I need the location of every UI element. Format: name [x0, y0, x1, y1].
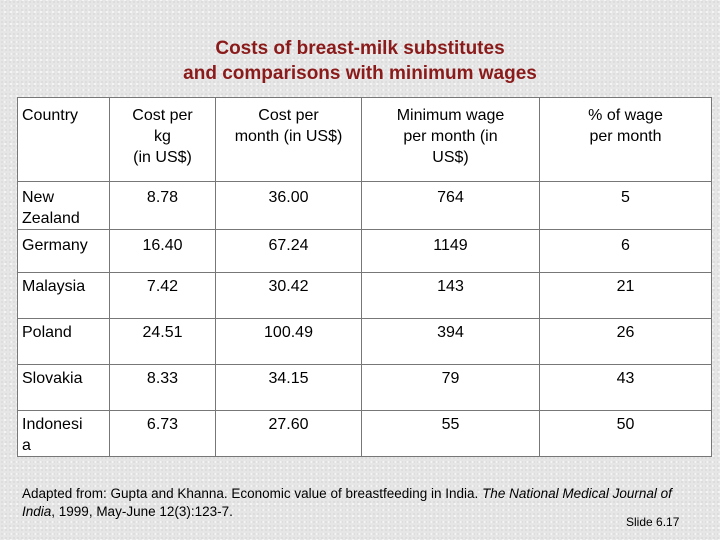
- cost-per-kg-cell: 6.73: [109, 410, 216, 457]
- percent-of-wage-cell: 50: [539, 410, 712, 457]
- cost-per-month-cell: 36.00: [215, 181, 362, 230]
- minimum-wage-cell: 79: [361, 364, 540, 411]
- table-row: Poland 24.51 100.49 394 26: [17, 318, 712, 365]
- percent-of-wage-cell: 6: [539, 229, 712, 273]
- country-cell: Slovakia: [17, 364, 110, 411]
- cost-per-kg-cell: 8.78: [109, 181, 216, 230]
- slide-title-line-2: and comparisons with minimum wages: [183, 63, 537, 84]
- costs-table: Country Cost per kg (in US$) Cost per mo…: [17, 97, 712, 457]
- slide-title-line-1: Costs of breast-milk substitutes: [215, 38, 505, 59]
- cost-per-kg-cell: 24.51: [109, 318, 216, 365]
- cost-per-kg-cell: 16.40: [109, 229, 216, 273]
- slide-title: Costs of breast-milk substitutes and com…: [0, 36, 720, 86]
- cost-per-month-cell: 27.60: [215, 410, 362, 457]
- table-header-row: Country Cost per kg (in US$) Cost per mo…: [17, 97, 712, 182]
- percent-of-wage-cell: 26: [539, 318, 712, 365]
- country-cell: New Zealand: [17, 181, 110, 230]
- percent-of-wage-cell: 21: [539, 272, 712, 319]
- country-cell: Poland: [17, 318, 110, 365]
- cost-per-kg-cell: 7.42: [109, 272, 216, 319]
- table-row: New Zealand 8.78 36.00 764 5: [17, 181, 712, 230]
- country-cell: Malaysia: [17, 272, 110, 319]
- country-cell: Germany: [17, 229, 110, 273]
- minimum-wage-cell: 143: [361, 272, 540, 319]
- cost-per-kg-cell: 8.33: [109, 364, 216, 411]
- citation-prefix: Adapted from: Gupta and Khanna. Economic…: [22, 486, 483, 501]
- country-cell: Indonesi a: [17, 410, 110, 457]
- slide-number: Slide 6.17: [626, 515, 680, 529]
- header-minimum-wage: Minimum wage per month (in US$): [361, 97, 540, 182]
- header-percent-of-wage: % of wage per month: [539, 97, 712, 182]
- citation: Adapted from: Gupta and Khanna. Economic…: [22, 485, 682, 521]
- header-country: Country: [17, 97, 110, 182]
- table-row: Malaysia 7.42 30.42 143 21: [17, 272, 712, 319]
- minimum-wage-cell: 394: [361, 318, 540, 365]
- header-cost-per-month: Cost per month (in US$): [215, 97, 362, 182]
- citation-suffix: , 1999, May-June 12(3):123-7.: [51, 504, 233, 519]
- cost-per-month-cell: 67.24: [215, 229, 362, 273]
- cost-per-month-cell: 30.42: [215, 272, 362, 319]
- percent-of-wage-cell: 43: [539, 364, 712, 411]
- table-row: Slovakia 8.33 34.15 79 43: [17, 364, 712, 411]
- minimum-wage-cell: 55: [361, 410, 540, 457]
- percent-of-wage-cell: 5: [539, 181, 712, 230]
- table-row: Germany 16.40 67.24 1149 6: [17, 229, 712, 273]
- minimum-wage-cell: 1149: [361, 229, 540, 273]
- table-row: Indonesi a 6.73 27.60 55 50: [17, 410, 712, 457]
- cost-per-month-cell: 34.15: [215, 364, 362, 411]
- citation-journal: The National Medical Journal of India: [22, 486, 672, 519]
- header-cost-per-kg: Cost per kg (in US$): [109, 97, 216, 182]
- cost-per-month-cell: 100.49: [215, 318, 362, 365]
- minimum-wage-cell: 764: [361, 181, 540, 230]
